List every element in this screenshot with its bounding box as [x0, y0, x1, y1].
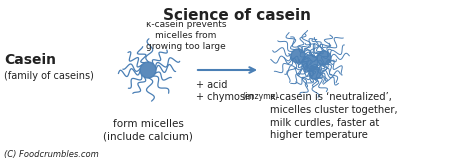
Polygon shape — [302, 55, 318, 71]
Text: + acid: + acid — [196, 80, 228, 90]
Polygon shape — [309, 67, 321, 79]
Text: κ-casein prevents
micelles from
growing too large: κ-casein prevents micelles from growing … — [146, 20, 226, 51]
Polygon shape — [291, 49, 305, 63]
Text: (enzyme): (enzyme) — [242, 92, 278, 101]
Text: form micelles
(include calcium): form micelles (include calcium) — [103, 119, 193, 141]
Text: Casein: Casein — [4, 53, 56, 67]
Text: (C) Foodcrumbles.com: (C) Foodcrumbles.com — [4, 150, 99, 158]
Text: κ-casein is ‘neutralized’,
micelles cluster together,
milk curdles, faster at
hi: κ-casein is ‘neutralized’, micelles clus… — [270, 92, 398, 140]
Text: (family of caseins): (family of caseins) — [4, 71, 94, 81]
Text: + chymosin: + chymosin — [196, 92, 257, 102]
Polygon shape — [140, 62, 156, 78]
Polygon shape — [317, 51, 331, 65]
Text: Science of casein: Science of casein — [163, 8, 311, 23]
